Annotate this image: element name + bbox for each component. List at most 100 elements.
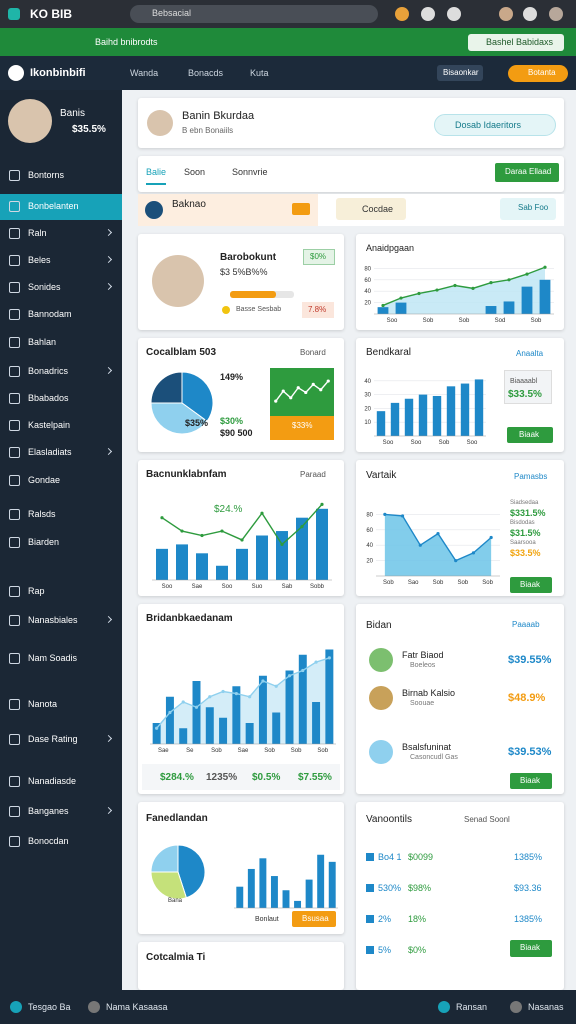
bar [328, 861, 336, 908]
button[interactable]: Biaak [507, 427, 553, 443]
button[interactable]: Bsusaa [292, 911, 336, 927]
button[interactable]: Biaak [510, 577, 552, 593]
point [194, 705, 199, 709]
point [383, 512, 387, 516]
point [274, 684, 278, 688]
footer-link[interactable]: Ransan [456, 1002, 488, 1012]
search-pill[interactable]: Bisaonkar [437, 65, 483, 81]
nav-link[interactable]: Kuta [250, 68, 269, 78]
header-search-label: Dosab Idaeritors [455, 120, 522, 130]
chart [150, 844, 206, 900]
card-link[interactable]: Paraad [300, 470, 326, 479]
y-tick-label: 20 [366, 559, 373, 565]
point [435, 288, 439, 292]
sidebar-item[interactable]: Bannodam [28, 309, 72, 319]
chart-label: $24.% [214, 504, 243, 515]
point [300, 525, 304, 529]
tab[interactable]: Balie [146, 167, 167, 185]
card-link[interactable]: Paaaab [512, 620, 540, 629]
nav-icon [9, 653, 20, 664]
bar [460, 383, 470, 436]
nav-icon [9, 366, 20, 377]
tab[interactable]: Soon [184, 167, 206, 177]
sidebar-item[interactable]: Raln [28, 228, 47, 238]
nav-link[interactable]: Bonacds [188, 68, 224, 78]
tab-icon [8, 8, 20, 20]
x-tick-label: Sae [238, 748, 249, 754]
sidebar-item[interactable]: Nam Soadis [28, 653, 78, 663]
sidebar-item[interactable]: Bbabados [28, 393, 69, 403]
badge: $0% [310, 252, 327, 261]
bar [247, 868, 255, 908]
card [138, 156, 564, 192]
tab-button[interactable]: Daraa Ellaad [495, 163, 559, 182]
footer-link[interactable]: Nasanas [528, 1002, 564, 1012]
sidebar-item[interactable]: Bonocdan [28, 836, 69, 846]
point [240, 538, 244, 542]
nav-link[interactable]: Wanda [130, 68, 159, 78]
cell: $0099 [408, 852, 434, 862]
side-value: $33.5% [510, 548, 541, 558]
sidebar-item[interactable]: Beles [28, 255, 51, 265]
y-tick-label: 80 [364, 266, 371, 272]
sidebar-item[interactable]: Banganes [28, 806, 69, 816]
card-link[interactable]: Pamasbs [514, 472, 548, 481]
cell: 5% [378, 945, 392, 955]
x-tick-label: Sob [433, 580, 444, 586]
card-title: Anaidpgaan [366, 243, 415, 253]
sidebar-item[interactable]: Bahlan [28, 337, 57, 347]
card-link[interactable]: Bonard [300, 348, 326, 357]
point [274, 399, 278, 403]
bookmark: Baihd bnibrodts [95, 37, 158, 47]
sidebar-item[interactable]: Ralsds [28, 509, 56, 519]
card-link[interactable]: Senad Soonl [464, 815, 510, 824]
sidebar-item[interactable]: Bontorns [28, 170, 65, 180]
point [248, 695, 252, 699]
side-title: Biaaaabl [510, 378, 538, 385]
nav-icon [9, 393, 20, 404]
point [326, 379, 330, 383]
footer-link[interactable]: Tesgao Ba [28, 1002, 71, 1012]
sidebar-item[interactable]: Rap [28, 586, 45, 596]
bar [152, 723, 161, 744]
nav-icon [9, 282, 20, 293]
sidebar-item[interactable]: Sonides [28, 282, 61, 292]
x-tick-label: Soo [162, 584, 173, 590]
sidebar-item[interactable]: Gondae [28, 475, 61, 485]
button-label: Bsusaa [302, 914, 329, 923]
logo [8, 65, 24, 81]
header-title: Banin Bkurdaa [182, 110, 255, 122]
sidebar-item[interactable]: Nanadiasde [28, 776, 77, 786]
side-value: $331.5% [510, 508, 546, 518]
sidebar-item[interactable]: Elasladiats [28, 447, 72, 457]
sidebar-item[interactable]: Nanota [28, 699, 58, 709]
button[interactable]: Biaak [510, 940, 552, 957]
y-tick-label: 20 [364, 301, 371, 307]
point [304, 390, 308, 395]
card-link[interactable]: Anaalta [516, 349, 544, 358]
button[interactable]: Biaak [510, 773, 552, 789]
cta[interactable]: Botanta [508, 65, 568, 82]
strip-right[interactable]: Sab Foo [500, 198, 556, 220]
point [319, 388, 323, 392]
sidebar-item[interactable]: Bonadrics [28, 366, 69, 376]
bar [390, 402, 400, 436]
nav-icon [9, 509, 20, 520]
tab[interactable]: Sonnvrie [232, 167, 268, 177]
x-tick-label: Sob [317, 748, 328, 754]
chart: 20 40 60 80 Sob Sao Sob Sob Sob [366, 512, 500, 586]
x-tick-label: Sob [459, 318, 470, 324]
sidebar-item[interactable]: Dase Rating [28, 734, 78, 744]
sidebar-item[interactable]: Nanasbiales [28, 615, 78, 625]
sidebar-item[interactable]: Kastelpain [28, 420, 71, 430]
footer-link[interactable]: Nama Kasaasa [106, 1002, 168, 1012]
sidebar-item[interactable]: Biarden [28, 537, 60, 547]
sidebar-item[interactable]: Bonbelanten [28, 201, 79, 211]
header-search[interactable]: Dosab Idaeritors [434, 114, 556, 136]
icon [222, 306, 230, 314]
x-tick-label: Se [186, 748, 194, 754]
x-tick-label: Sob [439, 440, 450, 446]
bar [539, 279, 551, 314]
point [155, 726, 159, 730]
